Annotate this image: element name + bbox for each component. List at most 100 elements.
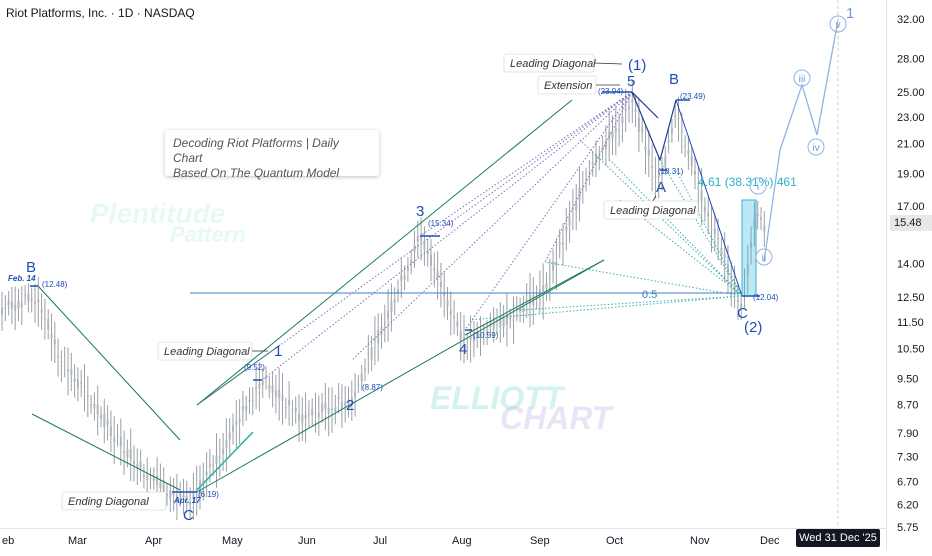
candle-body [307, 413, 310, 415]
candle-body [677, 117, 680, 119]
price-label: (12.48) [42, 280, 68, 289]
candle-body [463, 337, 465, 340]
price-axis[interactable]: 32.00 28.00 25.00 23.00 21.00 19.00 17.00 14.00… [886, 0, 932, 550]
candle-body [637, 117, 640, 132]
crosshair-date-tag: Wed 31 Dec '25 [796, 529, 880, 547]
candle-body [278, 389, 281, 398]
leading-diagonal-label-box [503, 53, 595, 73]
y-tick-label: 9.50 [897, 373, 918, 385]
fan-line [464, 91, 633, 331]
candle-body [406, 267, 409, 271]
wave-line [659, 99, 677, 161]
candle-body [360, 373, 363, 382]
y-tick-label: 6.70 [897, 477, 918, 489]
candle-body [499, 316, 502, 328]
candle-body [103, 413, 106, 428]
candle-body [568, 217, 571, 226]
price-label: (6.19) [198, 490, 219, 499]
candle-body [621, 116, 624, 124]
candle-body [436, 270, 439, 279]
candle-body [426, 251, 429, 254]
candle-body [581, 186, 584, 188]
y-tick-label: 17.00 [897, 201, 925, 213]
candle-body [680, 131, 683, 133]
candle-body [324, 402, 327, 410]
candle-body [657, 176, 660, 178]
extension-label: Extension [544, 80, 592, 92]
candle-body [383, 322, 386, 324]
candle-body [601, 146, 604, 150]
candle-body [291, 412, 294, 414]
candle-body [542, 285, 545, 296]
x-tick-label: eb [2, 535, 14, 547]
wave-label: B [26, 259, 36, 276]
y-tick-label: 6.20 [897, 500, 918, 512]
candle-body [367, 353, 370, 355]
ending-diagonal-label-box [61, 491, 167, 511]
fan-line [619, 199, 743, 297]
candle-body [10, 301, 13, 309]
candle-body [538, 289, 541, 293]
fan-line [675, 169, 743, 297]
proj-iii-label: iii [799, 74, 806, 85]
leading-diagonal-label-box [157, 341, 253, 361]
channel-line [196, 99, 573, 406]
candle-body [403, 275, 406, 280]
candle-body [248, 399, 251, 402]
candle-body [123, 451, 126, 454]
price-label: (9.52) [244, 363, 265, 372]
candle-body [265, 376, 267, 379]
candle-body [129, 449, 132, 460]
channel-line [31, 413, 181, 491]
candle-body [179, 492, 182, 496]
candle-body [710, 228, 713, 230]
fan-line [609, 159, 743, 297]
candle-body [189, 501, 192, 505]
x-tick-label: Nov [690, 535, 710, 547]
candle-body [27, 293, 30, 302]
candle-body [251, 400, 254, 402]
candle-body [571, 208, 574, 210]
candle-body [225, 440, 228, 448]
candle-body [522, 305, 525, 313]
candle-body [364, 368, 366, 371]
x-tick-label: Dec [760, 535, 780, 547]
candle-body [720, 248, 723, 255]
projection-path [763, 19, 839, 263]
candle-body [760, 217, 762, 220]
candle-body [311, 408, 314, 416]
candle-body [575, 202, 578, 211]
candle-body [624, 108, 627, 111]
wave-lines [30, 0, 839, 528]
candle-body [222, 449, 225, 454]
time-axis[interactable]: eb Mar Apr May Jun Jul Aug Sep Oct Nov Dec [0, 528, 886, 551]
wave-label: 4 [459, 341, 467, 358]
date-label: Apr. 17 [173, 496, 201, 505]
leading-diagonal-label-box [603, 200, 699, 220]
proj-iv-label: iv [812, 143, 819, 154]
candle-body [70, 368, 73, 375]
candle-body [331, 408, 333, 410]
candle-body [416, 236, 419, 242]
candle-body [215, 455, 218, 464]
x-tick-label: Jun [298, 535, 316, 547]
wave-label: A [656, 179, 666, 196]
candle-body [628, 106, 630, 109]
x-tick-label: Jul [373, 535, 387, 547]
candle-body [565, 226, 568, 231]
candle-body [152, 476, 155, 481]
candle-body [703, 207, 706, 212]
candle-body [53, 339, 56, 345]
y-tick-label: 25.00 [897, 87, 925, 99]
candle-body [40, 309, 43, 313]
candle-body [453, 316, 456, 318]
candle-body [756, 213, 759, 217]
candle-body [106, 420, 109, 425]
watermark-chart: CHART [500, 400, 612, 436]
candle-body [647, 150, 650, 156]
candle-body [34, 301, 36, 304]
candle-body [743, 287, 746, 289]
candle-body [578, 187, 581, 201]
wave-line [631, 91, 659, 119]
